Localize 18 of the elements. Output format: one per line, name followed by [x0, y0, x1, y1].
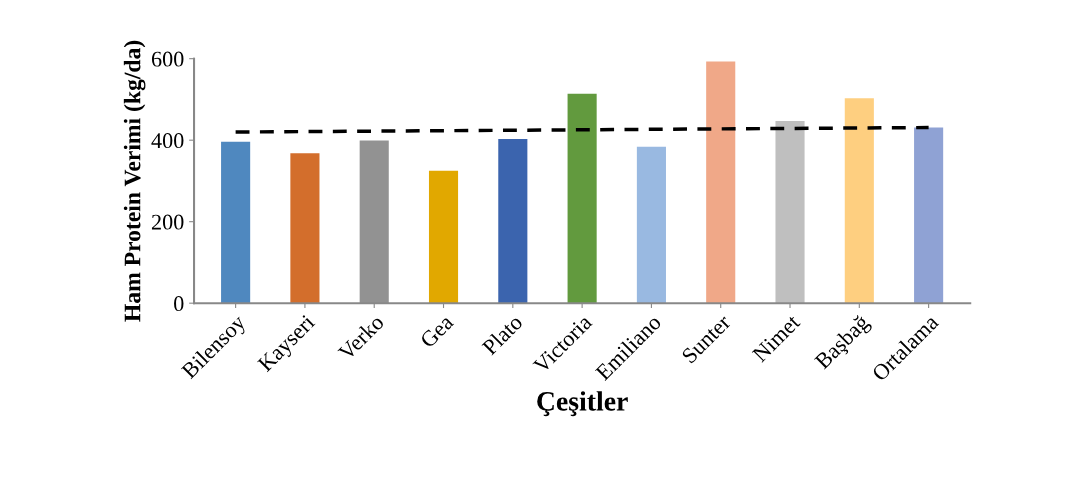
y-tick-label: 600: [151, 51, 184, 67]
x-tick-label: Plato: [480, 313, 524, 356]
y-tick-label: 0: [174, 296, 184, 312]
x-tick-label: Gea: [419, 313, 455, 349]
y-axis-title: Ham Protein Verimi (kg/da): [123, 40, 146, 322]
bar: [775, 121, 805, 304]
bar: [567, 93, 597, 304]
bar: [221, 141, 251, 304]
bar: [844, 98, 874, 304]
bar: [290, 153, 320, 304]
bar: [706, 61, 736, 304]
y-tick-label: 200: [151, 214, 184, 230]
bar: [636, 146, 666, 304]
bar: [914, 127, 944, 304]
y-tick-label: 400: [151, 133, 184, 149]
x-axis-title: Çeşitler: [537, 391, 628, 417]
bar: [428, 170, 459, 304]
bar: [498, 138, 528, 304]
